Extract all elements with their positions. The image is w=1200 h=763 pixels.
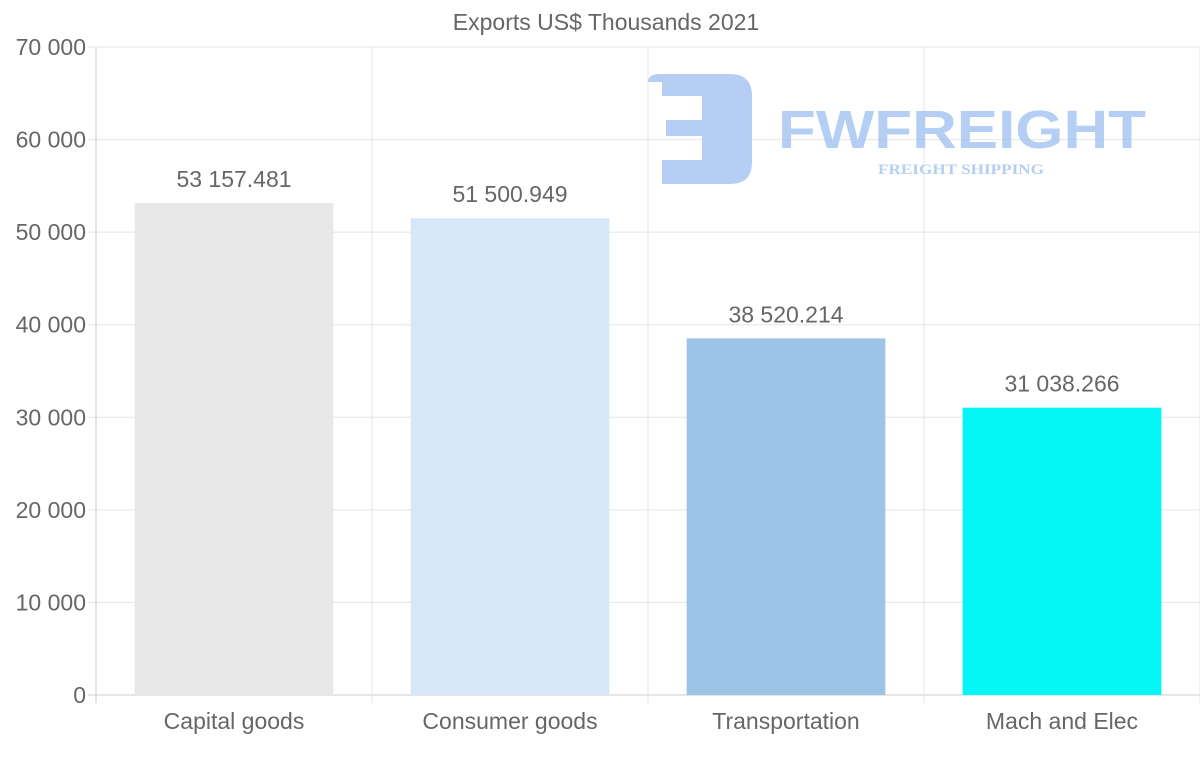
y-tick-label: 10 000: [16, 589, 86, 615]
y-tick-label: 40 000: [16, 312, 86, 338]
x-tick-label: Capital goods: [164, 708, 305, 734]
fwfreight-watermark: FWFREIGHT FREIGHT SHIPPING: [648, 74, 1146, 184]
bars: [134, 202, 1162, 695]
logo-icon: [648, 74, 752, 184]
y-tick-label: 70 000: [16, 34, 86, 60]
chart-title: Exports US$ Thousands 2021: [453, 9, 759, 35]
data-label: 38 520.214: [728, 301, 843, 327]
bar[interactable]: [686, 338, 886, 695]
bar[interactable]: [410, 218, 610, 695]
y-tick-label: 0: [73, 682, 86, 708]
bar[interactable]: [134, 202, 334, 695]
data-label: 51 500.949: [452, 181, 567, 207]
y-tick-label: 30 000: [16, 404, 86, 430]
bar[interactable]: [962, 407, 1162, 695]
y-tick-label: 60 000: [16, 127, 86, 153]
y-tick-label: 20 000: [16, 497, 86, 523]
x-tick-label: Consumer goods: [422, 708, 597, 734]
labels: 0 10 000 20 000 30 000 40 000 50 000 60 000 70 …: [16, 34, 1138, 734]
x-tick-label: Transportation: [712, 708, 859, 734]
watermark-brand: FWFREIGHT: [778, 100, 1146, 160]
watermark-tagline: FREIGHT SHIPPING: [878, 162, 1044, 178]
x-tick-label: Mach and Elec: [986, 708, 1138, 734]
data-label: 53 157.481: [176, 166, 291, 192]
y-tick-label: 50 000: [16, 219, 86, 245]
data-label: 31 038.266: [1004, 371, 1119, 397]
